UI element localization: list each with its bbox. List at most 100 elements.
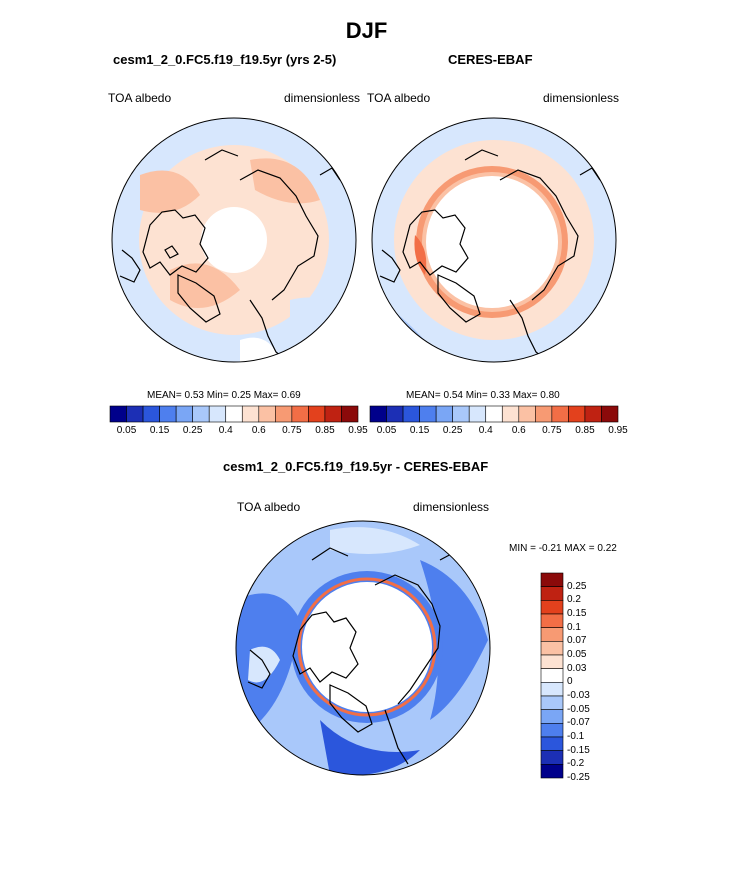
colorbar-tick-label: 0.95 <box>348 425 368 436</box>
map-field <box>297 577 437 717</box>
colorbar-swatch <box>225 405 243 423</box>
colorbar-tick-label: 0.25 <box>182 425 203 436</box>
colorbar-swatch <box>324 405 342 423</box>
colorbar-swatch <box>369 405 387 423</box>
colorbar-swatch <box>601 405 619 423</box>
colorbar-swatch <box>208 405 227 423</box>
colorbar-swatch <box>540 736 564 751</box>
colorbar-swatch <box>386 405 404 423</box>
colorbar-swatch <box>275 405 293 423</box>
colorbar-swatch <box>551 405 569 423</box>
map-field <box>140 170 200 213</box>
colorbar-tick-label: 0.05 <box>567 649 587 660</box>
colorbar-tick-label: -0.05 <box>567 703 590 715</box>
map-field <box>290 297 350 336</box>
coastline <box>437 274 481 323</box>
colorbar-tick-label: 0.6 <box>511 425 526 436</box>
colorbar-swatch <box>142 405 160 423</box>
figure-title: DJF <box>345 18 388 43</box>
colorbar-tick-label: -0.1 <box>567 731 585 742</box>
panel-obs-stats: MEAN= 0.54 Min= 0.33 Max= 0.80 <box>406 390 560 401</box>
map-field <box>320 720 420 775</box>
coastline <box>142 209 209 276</box>
colorbar-swatch <box>435 405 453 423</box>
colorbar-swatch <box>540 668 564 683</box>
colorbar-swatch <box>540 654 564 669</box>
coastline <box>384 709 409 765</box>
colorbar-tick-label: 0.85 <box>575 425 595 436</box>
colorbar-swatch <box>109 405 127 423</box>
colorbar-swatch <box>540 600 564 615</box>
panel-model-title: cesm1_2_0.FC5.f19_f19.5yr (yrs 2-5) <box>113 52 337 67</box>
map-boundary <box>111 117 357 363</box>
colorbar-model <box>109 405 359 423</box>
colorbar-tick-label: -0.2 <box>567 758 585 770</box>
colorbar-swatch <box>126 405 144 423</box>
colorbar-swatch <box>341 405 359 423</box>
panel-diff-units: dimensionless <box>413 500 490 514</box>
colorbar-tick-label: -0.25 <box>567 772 590 783</box>
colorbar-swatch <box>540 682 564 697</box>
colorbar-tick-label: 0.4 <box>478 425 493 436</box>
colorbar-tick-label: 0 <box>567 676 573 688</box>
map-field <box>426 176 558 308</box>
map-field <box>240 337 280 362</box>
colorbar-tick-label: 0.15 <box>149 425 170 436</box>
colorbar-swatch <box>159 405 177 423</box>
coastline <box>164 245 179 259</box>
colorbar-tick-label: 0.25 <box>567 580 587 592</box>
colorbar-swatch <box>540 764 564 779</box>
coastline <box>311 547 349 561</box>
map-field <box>330 527 420 554</box>
colorbar-tick-label: 0.15 <box>409 425 430 436</box>
colorbar-tick-label: 0.95 <box>608 425 628 436</box>
colorbar-swatch <box>535 405 553 423</box>
colorbar-tick-label: -0.03 <box>567 690 590 701</box>
map-panel-difference <box>235 520 491 776</box>
coastline <box>379 249 401 283</box>
colorbar-tick-label: 0.75 <box>282 425 302 436</box>
map-boundary <box>235 520 491 776</box>
coastline <box>119 249 141 283</box>
colorbar-swatch <box>452 405 470 423</box>
map-field <box>420 560 488 720</box>
colorbar-tick-label: 0.85 <box>315 425 335 436</box>
map-panel-observations <box>371 117 617 363</box>
colorbar-tick-label: 0.15 <box>567 608 587 619</box>
colorbar-swatch <box>402 405 420 423</box>
colorbar-tick-label: 0.75 <box>542 425 562 436</box>
map-boundary <box>371 117 617 363</box>
colorbar-tick-label: 0.4 <box>218 425 233 436</box>
colorbar-swatch <box>540 572 564 587</box>
coastline <box>239 169 319 301</box>
colorbar-tick-label: 0.25 <box>442 425 463 436</box>
colorbar-swatch <box>419 405 437 423</box>
colorbar-swatch <box>258 405 276 423</box>
colorbar-tick-label: 0.05 <box>376 425 397 436</box>
colorbar-observations <box>369 405 619 423</box>
colorbar-tick-label: 0.1 <box>567 621 581 633</box>
colorbar-tick-label: -0.07 <box>567 717 590 729</box>
coastline <box>292 611 359 683</box>
map-field <box>414 235 427 275</box>
coastline <box>402 209 469 276</box>
coastline <box>177 274 221 323</box>
colorbar-difference <box>540 572 564 779</box>
colorbar-tick-label: 0.6 <box>251 425 266 436</box>
colorbar-swatch <box>540 750 564 765</box>
colorbar-swatch <box>540 613 564 628</box>
colorbar-swatch <box>540 709 564 724</box>
colorbar-tick-label: 0.05 <box>116 425 137 436</box>
colorbar-swatch <box>540 641 564 656</box>
coastline <box>499 169 579 301</box>
colorbar-tick-label: -0.15 <box>567 744 590 756</box>
coastline <box>464 149 499 161</box>
colorbar-swatch <box>291 405 309 423</box>
colorbar-tick-label: 0.2 <box>567 594 581 606</box>
colorbar-swatch <box>540 695 564 710</box>
panel-obs-title: CERES-EBAF <box>448 52 533 67</box>
colorbar-swatch <box>540 723 564 738</box>
panel-obs-units: dimensionless <box>543 91 620 105</box>
colorbar-swatch <box>540 586 564 601</box>
colorbar-swatch <box>308 405 326 423</box>
